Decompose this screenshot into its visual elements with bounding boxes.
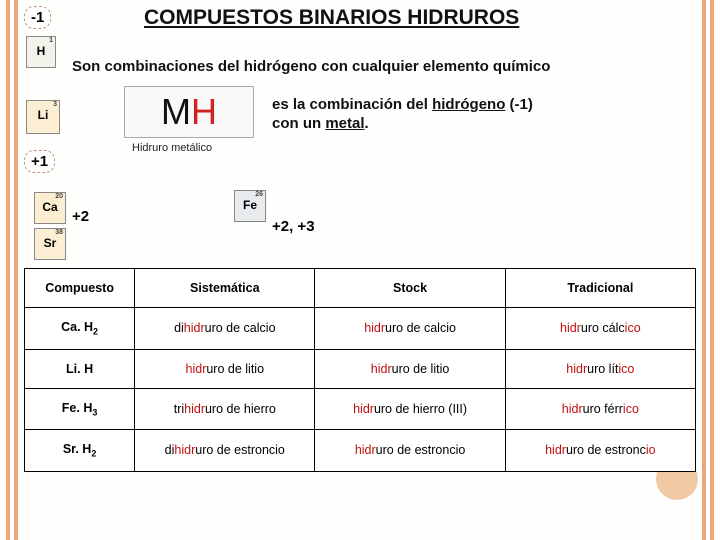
cell-stock: hidruro de estroncio (315, 430, 505, 472)
cell-stock: hidruro de litio (315, 349, 505, 388)
table-row: Fe. H3trihidruro de hierrohidruro de hie… (25, 388, 696, 430)
cell-sistematica: hidruro de litio (135, 349, 315, 388)
atomic-number: 20 (35, 193, 65, 200)
desc-part: (-1) (505, 96, 533, 113)
desc-part: es la combinación del (272, 96, 432, 113)
decor-stripe (710, 0, 714, 540)
formula-box: MH (124, 86, 254, 138)
table-row: Li. Hhidruro de litiohidruro de litiohid… (25, 349, 696, 388)
cell-stock: hidruro de calcio (315, 308, 505, 350)
decor-stripe (6, 0, 10, 540)
table-row: Ca. H2dihidruro de calciohidruro de calc… (25, 308, 696, 350)
cell-sistematica: dihidruro de estroncio (135, 430, 315, 472)
oxidation-plus2: +2 (72, 208, 89, 225)
atomic-symbol: Sr (35, 236, 65, 250)
decor-stripe (14, 0, 18, 540)
formula-hydrogen: H (191, 91, 217, 133)
oxidation-minus1: -1 (24, 6, 51, 29)
desc-hydrogen: hidrógeno (432, 96, 505, 113)
cell-sistematica: trihidruro de hierro (135, 388, 315, 430)
cell-sistematica: dihidruro de calcio (135, 308, 315, 350)
cell-tradicional: hidruro lítico (505, 349, 695, 388)
element-tile-Sr: 38 Sr (34, 228, 66, 260)
compounds-table: Compuesto Sistemática Stock Tradicional … (24, 268, 696, 472)
page-subtitle: Son combinaciones del hidrógeno con cual… (72, 58, 550, 75)
cell-compuesto: Sr. H2 (25, 430, 135, 472)
atomic-number: 38 (35, 229, 65, 236)
description-text: es la combinación del hidrógeno (-1) con… (272, 96, 686, 134)
cell-tradicional: hidruro cálcico (505, 308, 695, 350)
atomic-symbol: H (27, 44, 55, 58)
page-title: COMPUESTOS BINARIOS HIDRUROS (144, 6, 519, 30)
atomic-symbol: Ca (35, 200, 65, 214)
element-tile-Li: 3 Li (26, 100, 60, 134)
atomic-number: 3 (27, 101, 59, 108)
atomic-number: 26 (235, 191, 265, 198)
header-compuesto: Compuesto (25, 269, 135, 308)
cell-compuesto: Li. H (25, 349, 135, 388)
formula-metal: M (161, 91, 191, 133)
element-tile-Fe: 26 Fe (234, 190, 266, 222)
decor-stripe (702, 0, 706, 540)
desc-part: . (365, 115, 369, 132)
cell-compuesto: Fe. H3 (25, 388, 135, 430)
oxidation-plus1: +1 (24, 150, 55, 173)
table-header-row: Compuesto Sistemática Stock Tradicional (25, 269, 696, 308)
cell-tradicional: hidruro de estroncio (505, 430, 695, 472)
header-stock: Stock (315, 269, 505, 308)
oxidation-plus2-3: +2, +3 (272, 218, 315, 235)
atomic-symbol: Li (27, 108, 59, 122)
header-tradicional: Tradicional (505, 269, 695, 308)
formula-caption: Hidruro metálico (132, 142, 212, 154)
element-tile-Ca: 20 Ca (34, 192, 66, 224)
atomic-symbol: Fe (235, 198, 265, 212)
table-body: Ca. H2dihidruro de calciohidruro de calc… (25, 308, 696, 472)
element-tile-H: 1 H (26, 36, 56, 68)
table-row: Sr. H2dihidruro de estronciohidruro de e… (25, 430, 696, 472)
desc-part: con un (272, 115, 325, 132)
slide-content: COMPUESTOS BINARIOS HIDRUROS Son combina… (24, 0, 696, 540)
cell-stock: hidruro de hierro (III) (315, 388, 505, 430)
cell-tradicional: hidruro férrico (505, 388, 695, 430)
desc-metal: metal (325, 115, 364, 132)
header-sistematica: Sistemática (135, 269, 315, 308)
atomic-number: 1 (27, 37, 55, 44)
cell-compuesto: Ca. H2 (25, 308, 135, 350)
